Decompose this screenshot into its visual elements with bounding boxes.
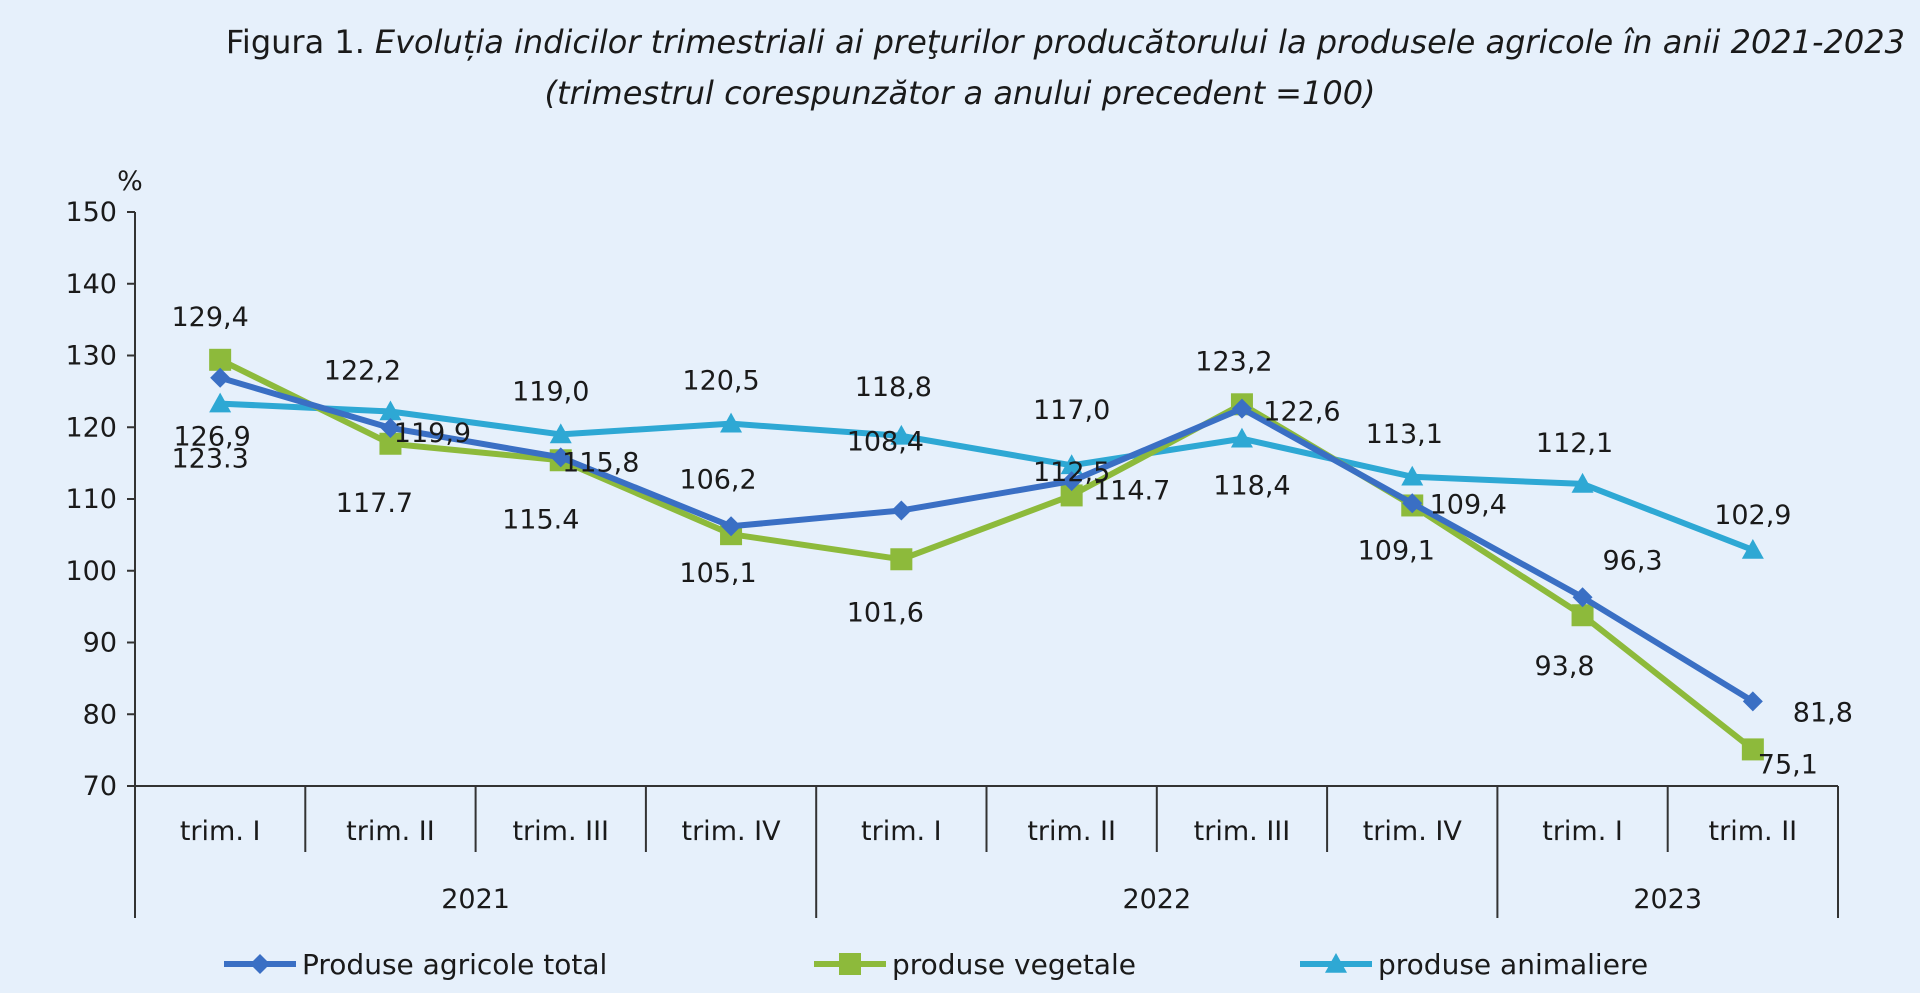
data-label: 93,8 [1534, 651, 1594, 682]
data-label: 118,4 [1213, 471, 1290, 502]
title-prefix: Figura 1. [226, 23, 365, 61]
chart-title-line1: Figura 1. Evoluția indicilor trimestriali… [226, 23, 1905, 61]
data-point [379, 432, 402, 455]
data-point [1061, 471, 1082, 492]
x-category-label: trim. I [861, 816, 942, 847]
data-label: 126,9 [174, 422, 251, 453]
x-category-label: trim. II [1027, 816, 1116, 847]
y-tick-label: 80 [83, 699, 117, 730]
chart-axes: 70 80 90 100 110 120 130 140 150% trim. I trim. II… [65, 166, 1839, 918]
x-group-label: 2022 [1122, 884, 1191, 915]
series-line [217, 374, 1756, 705]
y-tick-label: 150 [65, 197, 117, 228]
chart-title-line2: (trimestrul corespunzător a anului prece… [544, 74, 1375, 112]
data-point [1060, 454, 1083, 475]
data-label: 117,0 [1033, 395, 1110, 426]
x-category-label: trim. I [180, 816, 261, 847]
legend-marker [1325, 953, 1347, 973]
data-point [1401, 465, 1424, 486]
chart-series [209, 348, 1764, 761]
x-category-label: trim. III [512, 816, 609, 847]
data-point [1572, 587, 1593, 608]
y-tick-label: 120 [65, 412, 117, 443]
x-category-label: trim. II [346, 816, 435, 847]
data-label: 75,1 [1758, 749, 1818, 780]
data-point [890, 548, 913, 571]
x-group-label: 2021 [441, 884, 510, 915]
data-point [891, 500, 912, 521]
data-label: 119,9 [394, 418, 471, 449]
title-italic: Evoluția indicilor trimestriali ai preţu… [375, 23, 1905, 61]
legend-label: produse vegetale [892, 948, 1136, 981]
legend-marker [250, 954, 270, 974]
data-label: 129,4 [172, 302, 249, 333]
data-label: 81,8 [1793, 697, 1853, 728]
data-label: 102,9 [1714, 500, 1791, 531]
data-point [380, 417, 401, 438]
data-point [379, 400, 402, 421]
data-point [210, 367, 231, 388]
data-point [209, 392, 232, 413]
chart-legend: Produse agricole total produse vegetale pr… [224, 948, 1648, 981]
y-tick-label: 140 [65, 269, 117, 300]
data-label: 115.4 [502, 504, 579, 535]
data-point [549, 423, 572, 444]
x-category-label: trim. IV [682, 816, 782, 847]
data-label: 109,4 [1430, 489, 1507, 520]
x-category-label: trim. III [1194, 816, 1291, 847]
data-label: 118,8 [855, 372, 932, 403]
y-unit-label: % [117, 166, 143, 197]
data-point [1402, 493, 1423, 514]
data-point [720, 412, 743, 433]
data-label: 96,3 [1602, 545, 1662, 576]
data-label: 112,1 [1536, 428, 1613, 459]
data-label: 101,6 [847, 597, 924, 628]
data-label: 108,4 [847, 426, 924, 457]
data-point [890, 424, 913, 445]
data-label: 105,1 [679, 558, 756, 589]
legend-label: Produse agricole total [302, 948, 607, 981]
y-tick-label: 100 [65, 556, 117, 587]
data-label: 106,2 [679, 464, 756, 495]
series-line [217, 356, 1756, 753]
data-label: 114.7 [1093, 475, 1170, 506]
data-point [1742, 691, 1763, 712]
data-point [721, 516, 742, 537]
y-tick-label: 90 [83, 628, 117, 659]
x-category-label: trim. IV [1363, 816, 1463, 847]
data-label: 109,1 [1358, 535, 1435, 566]
data-label: 113,1 [1366, 419, 1443, 450]
legend-marker [839, 953, 861, 975]
data-label: 120,5 [682, 366, 759, 397]
series-line [217, 400, 1756, 553]
data-label: 115,8 [562, 447, 639, 478]
data-point [1571, 604, 1594, 627]
data-label: 123,2 [1195, 346, 1272, 377]
data-label: 122,2 [324, 355, 401, 386]
x-category-label: trim. II [1709, 816, 1798, 847]
data-point [1741, 738, 1764, 761]
data-label: 119,0 [512, 376, 589, 407]
y-tick-label: 130 [65, 341, 117, 372]
data-point [1060, 484, 1083, 507]
data-point [550, 447, 571, 468]
x-group-label: 2023 [1633, 884, 1702, 915]
legend-label: produse animaliere [1378, 948, 1648, 981]
data-point [1231, 398, 1252, 419]
data-label: 123.3 [172, 444, 249, 475]
data-point [1741, 538, 1764, 559]
x-category-label: trim. I [1542, 816, 1623, 847]
data-label: 117.7 [336, 488, 413, 519]
chart-data-labels: 126,9 119,9 115,8 106,2 108,4 112,5 122,6 109,4… [172, 302, 1853, 781]
data-point [1571, 472, 1594, 493]
data-label: 122,6 [1263, 397, 1340, 428]
y-tick-label: 70 [83, 771, 117, 802]
data-point [209, 348, 232, 371]
data-label: 112,5 [1033, 457, 1110, 488]
data-point [1230, 427, 1253, 448]
y-tick-label: 110 [65, 484, 117, 515]
